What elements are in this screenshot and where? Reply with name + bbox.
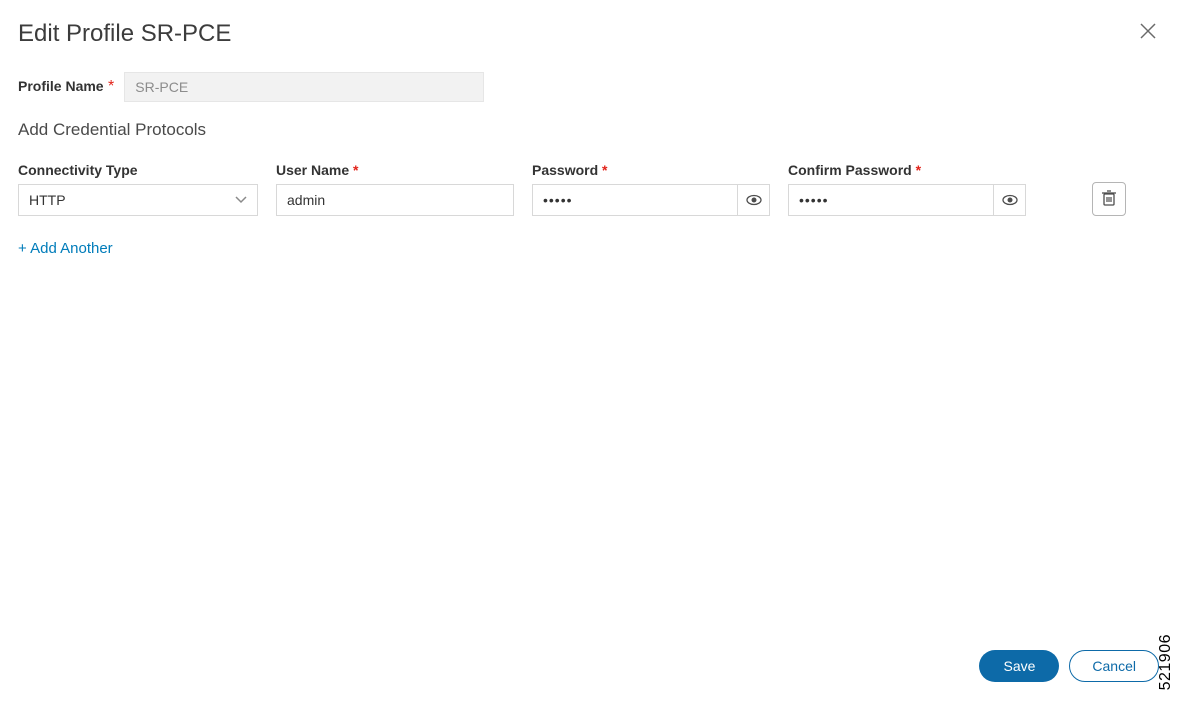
connectivity-type-group: Connectivity Type HTTP (18, 162, 258, 216)
connectivity-type-label: Connectivity Type (18, 162, 258, 178)
password-group: Password * (532, 162, 770, 216)
username-input[interactable] (276, 184, 514, 216)
confirm-password-label: Confirm Password * (788, 162, 1026, 178)
credential-protocol-row: Connectivity Type HTTP User Name * Passw… (18, 162, 1159, 216)
dialog-header: Edit Profile SR-PCE (18, 20, 1159, 48)
credentials-section-title: Add Credential Protocols (18, 120, 1159, 140)
add-another-link[interactable]: + Add Another (18, 240, 1159, 257)
dialog-footer: Save Cancel (18, 636, 1159, 702)
password-label: Password * (532, 162, 770, 178)
username-label: User Name * (276, 162, 514, 178)
delete-row-button[interactable] (1092, 182, 1126, 216)
edit-profile-dialog: Edit Profile SR-PCE Profile Name * Add C… (0, 0, 1177, 702)
required-indicator: * (108, 78, 114, 95)
toggle-password-visibility-icon[interactable] (737, 185, 769, 215)
profile-name-input (124, 72, 484, 102)
password-input-wrap (532, 184, 770, 216)
profile-name-label: Profile Name * (18, 78, 114, 96)
delete-group (1092, 182, 1126, 216)
dialog-title: Edit Profile SR-PCE (18, 20, 231, 48)
save-button[interactable]: Save (979, 650, 1059, 682)
close-icon[interactable] (1137, 20, 1159, 47)
password-input[interactable] (533, 185, 737, 215)
confirm-password-input[interactable] (789, 185, 993, 215)
reference-code: 521906 (1157, 634, 1175, 690)
connectivity-type-value: HTTP (29, 192, 235, 208)
toggle-confirm-password-visibility-icon[interactable] (993, 185, 1025, 215)
username-group: User Name * (276, 162, 514, 216)
required-indicator: * (912, 162, 921, 178)
profile-name-row: Profile Name * (18, 72, 1159, 102)
cancel-button[interactable]: Cancel (1069, 650, 1159, 682)
confirm-password-group: Confirm Password * (788, 162, 1026, 216)
confirm-password-input-wrap (788, 184, 1026, 216)
required-indicator: * (598, 162, 607, 178)
chevron-down-icon (235, 191, 247, 209)
connectivity-type-select[interactable]: HTTP (18, 184, 258, 216)
required-indicator: * (349, 162, 358, 178)
trash-icon (1101, 189, 1117, 210)
